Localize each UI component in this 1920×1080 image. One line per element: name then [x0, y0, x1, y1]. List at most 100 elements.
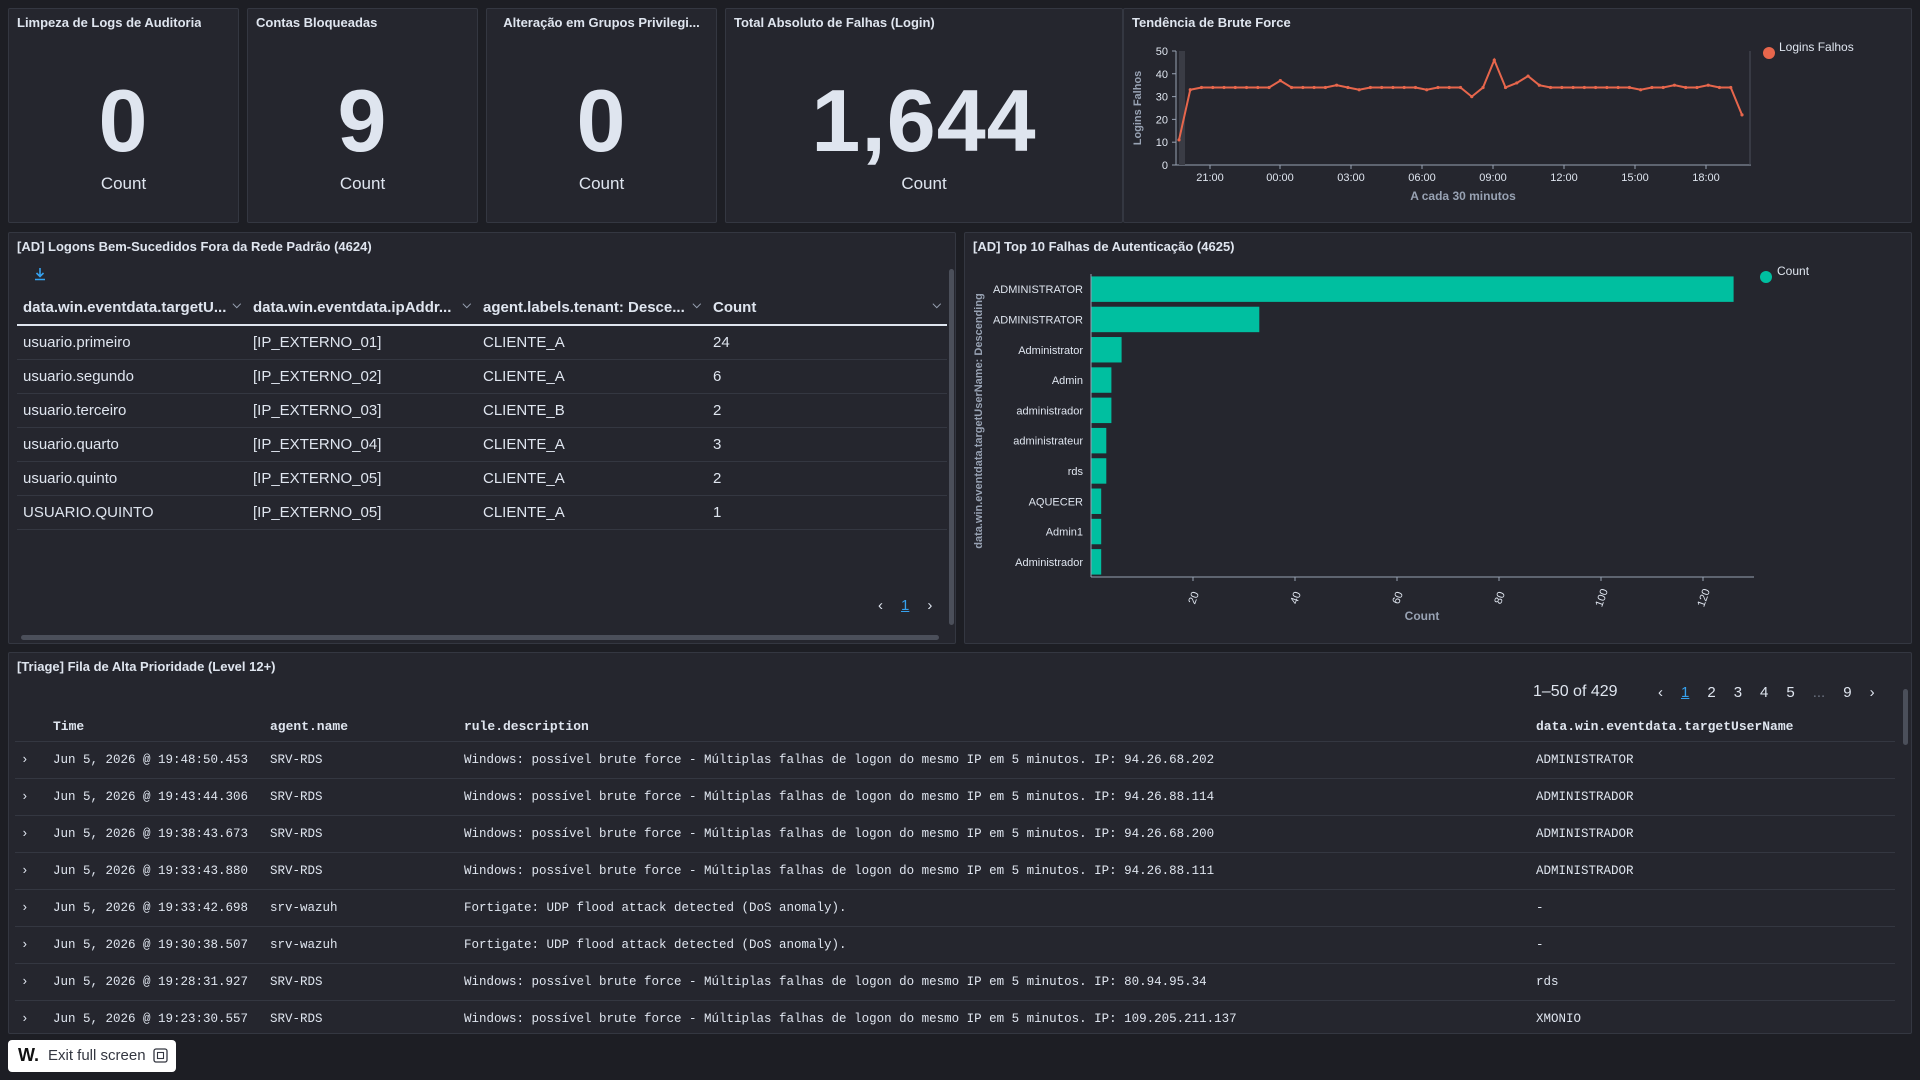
data-point: [1537, 83, 1541, 87]
data-point: [1684, 85, 1688, 90]
table-row: usuario.terceiro [IP_EXTERNO_03] CLIENTE_B…: [17, 393, 947, 428]
logons-table-panel: [AD] Logons Bem-Sucedidos Fora da Rede P…: [8, 232, 956, 644]
expand-row-icon[interactable]: ›: [15, 741, 47, 779]
x-tick-label: 20: [1186, 590, 1201, 606]
y-tick-label: rds: [1068, 466, 1084, 478]
table-row[interactable]: › Jun 5, 2026 @ 19:38:43.673 SRV-RDS Window…: [15, 815, 1895, 853]
table-row: usuario.quinto [IP_EXTERNO_05] CLIENTE_A 2: [17, 461, 947, 496]
triage-table: Time agent.name rule.description data.wi…: [15, 711, 1895, 1033]
data-point: [1301, 85, 1305, 90]
table-row: usuario.primeiro [IP_EXTERNO_01] CLIENTE_A…: [17, 325, 947, 360]
chevron-down-icon[interactable]: ⌵: [692, 299, 701, 311]
page-link[interactable]: 5: [1786, 684, 1795, 701]
y-axis-title: Logins Falhos: [1132, 71, 1144, 146]
x-tick-label: 60: [1390, 590, 1405, 606]
bar: [1091, 458, 1107, 484]
legend-label: Count: [1777, 264, 1810, 278]
exit-full-screen-button[interactable]: W. Exit full screen: [8, 1040, 176, 1072]
vertical-scrollbar[interactable]: [949, 269, 954, 625]
data-point: [1458, 85, 1463, 90]
expand-row-icon[interactable]: ›: [15, 815, 47, 853]
data-point: [1199, 85, 1204, 90]
y-axis-title: data.win.eventdata.targetUserName: Desce…: [973, 293, 985, 549]
chevron-down-icon[interactable]: ⌵: [462, 299, 471, 311]
panel-title: Limpeza de Logs de Auditoria: [17, 15, 202, 30]
table-row[interactable]: › Jun 5, 2026 @ 19:33:43.880 SRV-RDS Window…: [15, 852, 1895, 890]
page-link[interactable]: 2: [1707, 684, 1716, 701]
y-tick-label: Administrator: [1018, 345, 1083, 357]
page-link[interactable]: 4: [1760, 684, 1769, 701]
chevron-down-icon[interactable]: ⌵: [932, 299, 941, 311]
download-icon[interactable]: [33, 267, 47, 281]
data-point: [1211, 85, 1215, 90]
table-row[interactable]: › Jun 5, 2026 @ 19:23:30.557 SRV-RDS Window…: [15, 1000, 1895, 1033]
series-line-logins-falhos: [1178, 57, 1743, 141]
column-header[interactable]: data.win.eventdata.targetUserName: [1530, 711, 1895, 742]
column-header[interactable]: data.win.eventdata.ipAddr... ⌵: [247, 293, 477, 326]
top10-failures-panel: [AD] Top 10 Falhas de Autenticação (4625…: [964, 232, 1912, 644]
page-link[interactable]: 1: [1681, 684, 1690, 701]
y-tick-label: Admin: [1052, 375, 1083, 387]
next-page-icon[interactable]: ›: [1869, 684, 1875, 701]
page-link[interactable]: 9: [1843, 684, 1852, 701]
metric-panel-blocked-accounts: Contas Bloqueadas 9 Count: [247, 8, 478, 223]
expand-row-icon[interactable]: ›: [15, 1000, 47, 1033]
bar: [1091, 306, 1260, 333]
data-point: [1278, 79, 1282, 83]
expand-row-icon[interactable]: ›: [15, 852, 47, 890]
data-point: [1335, 83, 1339, 87]
column-header[interactable]: agent.name: [264, 711, 458, 742]
next-page-icon[interactable]: ›: [927, 597, 933, 614]
horizontal-scrollbar[interactable]: [21, 635, 939, 640]
page-link[interactable]: 1: [901, 597, 910, 614]
data-point: [1368, 85, 1373, 90]
bar: [1091, 488, 1102, 514]
prev-page-icon[interactable]: ‹: [1658, 684, 1663, 701]
data-point: [1503, 85, 1508, 90]
data-point: [1729, 85, 1733, 90]
panel-title: Total Absoluto de Falhas (Login): [734, 15, 935, 30]
metric-label: Count: [901, 174, 947, 193]
data-point: [1346, 85, 1350, 90]
x-tick-label: 09:00: [1479, 172, 1507, 184]
column-header[interactable]: Time: [47, 711, 264, 742]
data-point: [1639, 88, 1643, 92]
table-row[interactable]: › Jun 5, 2026 @ 19:33:42.698 srv-wazuh Fort…: [15, 889, 1895, 927]
data-point: [1717, 85, 1722, 90]
x-tick-label: 15:00: [1621, 172, 1649, 184]
column-header[interactable]: data.win.eventdata.targetU... ⌵: [17, 293, 247, 326]
data-point: [1391, 85, 1395, 90]
table-row: usuario.quarto [IP_EXTERNO_04] CLIENTE_A 3: [17, 427, 947, 462]
vertical-scrollbar[interactable]: [1903, 689, 1908, 745]
column-header[interactable]: rule.description: [458, 711, 1530, 742]
column-header[interactable]: agent.labels.tenant: Desce... ⌵: [477, 293, 707, 326]
data-point: [1177, 138, 1181, 142]
data-point: [1695, 85, 1699, 90]
table-row[interactable]: › Jun 5, 2026 @ 19:28:31.927 SRV-RDS Window…: [15, 963, 1895, 1001]
prev-page-icon[interactable]: ‹: [878, 597, 883, 614]
data-point: [1481, 85, 1485, 90]
data-point: [1515, 81, 1519, 85]
pagination-range: 1–50 of 429: [1533, 683, 1618, 700]
chevron-down-icon[interactable]: ⌵: [232, 299, 241, 311]
table-row[interactable]: › Jun 5, 2026 @ 19:43:44.306 SRV-RDS Window…: [15, 778, 1895, 816]
data-point: [1413, 85, 1418, 90]
column-header[interactable]: Count ⌵: [707, 293, 947, 326]
trend-line-chart: 0 10 20 30 40 50 21:00 00:00 03:00 06:00 09:00 12:0…: [1132, 40, 1854, 203]
table-row[interactable]: › Jun 5, 2026 @ 19:30:38.507 srv-wazuh Fort…: [15, 926, 1895, 964]
y-tick-label: 30: [1156, 92, 1168, 104]
data-point: [1267, 85, 1271, 90]
y-tick-label: 10: [1156, 137, 1168, 149]
expand-row-icon[interactable]: ›: [15, 926, 47, 964]
page-link[interactable]: 3: [1733, 684, 1743, 701]
metric-panel-total-failures: Total Absoluto de Falhas (Login) 1,644 C…: [725, 8, 1123, 223]
y-tick-label: AQUECER: [1029, 496, 1083, 508]
table-row[interactable]: › Jun 5, 2026 @ 19:48:50.453 SRV-RDS Window…: [15, 741, 1895, 779]
metric-label: Count: [100, 174, 147, 193]
expand-row-icon[interactable]: ›: [15, 963, 47, 1001]
expand-row-icon[interactable]: ›: [15, 778, 47, 816]
expand-row-icon[interactable]: ›: [15, 889, 47, 927]
data-point: [1188, 88, 1192, 92]
data-point: [1256, 85, 1260, 90]
y-tick-label: Admin1: [1046, 527, 1083, 539]
